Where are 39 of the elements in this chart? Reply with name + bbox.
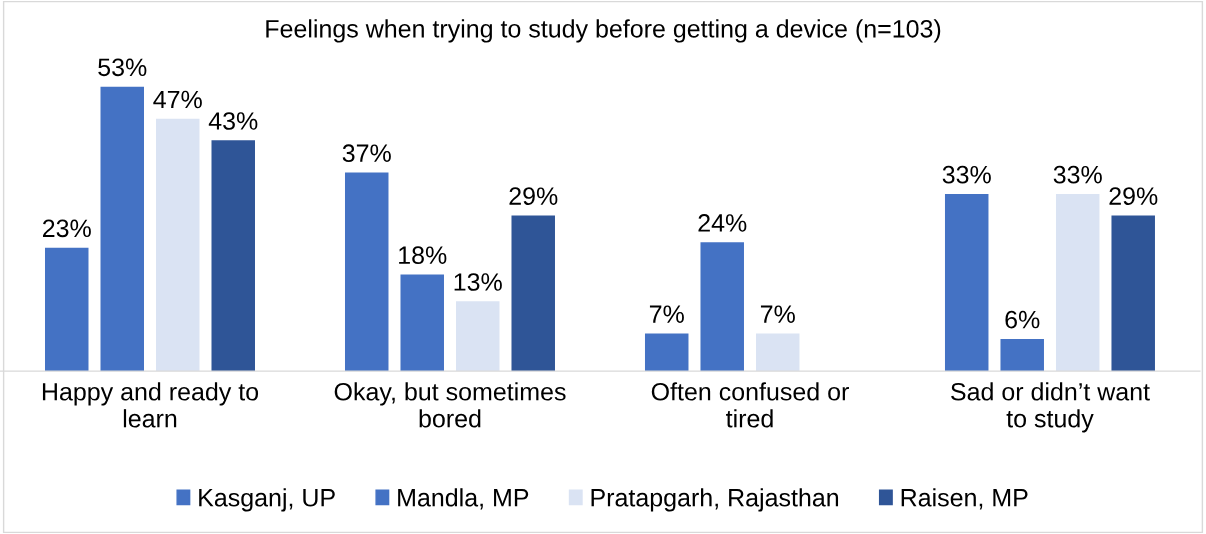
chart-title: Feelings when trying to study before getting a device (n=103) <box>266 19 941 43</box>
legend-label: Raisen, MP <box>901 488 1028 510</box>
data-label: 43% <box>208 112 258 130</box>
data-label: 6% <box>1005 310 1040 329</box>
bar <box>344 172 389 372</box>
data-label: 18% <box>399 246 447 265</box>
bar <box>1111 215 1155 372</box>
data-label: 33% <box>942 165 991 184</box>
data-label: 33% <box>1053 165 1102 184</box>
data-label: 13% <box>454 273 502 291</box>
legend-label: Mandla, MP <box>398 488 529 510</box>
x-tick-label: Happy and ready to learn <box>42 382 259 428</box>
data-label: 7% <box>649 305 684 323</box>
legend-label: Kasganj, UP <box>199 488 335 512</box>
data-label: 29% <box>509 187 558 205</box>
data-label: 24% <box>698 214 747 232</box>
bar <box>455 301 500 372</box>
bar <box>1000 338 1044 372</box>
bar <box>700 242 744 372</box>
data-label: 53% <box>98 58 147 77</box>
bar <box>156 118 200 372</box>
data-label: 29% <box>1109 187 1158 205</box>
bar <box>644 333 689 372</box>
bar <box>1055 194 1100 372</box>
bar <box>755 333 800 372</box>
x-tick-label: Okay, but sometimes bored <box>334 382 566 428</box>
bar <box>100 86 144 372</box>
data-label: 7% <box>760 305 795 323</box>
bar <box>211 140 255 372</box>
data-label: 47% <box>153 90 202 109</box>
data-label: 37% <box>342 144 391 163</box>
legend-label: Pratapgarh, Rajasthan <box>591 488 839 512</box>
bar <box>511 215 555 372</box>
bar <box>45 247 89 372</box>
bar <box>944 194 989 372</box>
bar <box>400 274 444 372</box>
x-tick-label: Often confused or tired <box>651 382 849 428</box>
data-label: 23% <box>42 219 91 238</box>
x-tick-label: Sad or didn’t want to study <box>951 382 1150 433</box>
